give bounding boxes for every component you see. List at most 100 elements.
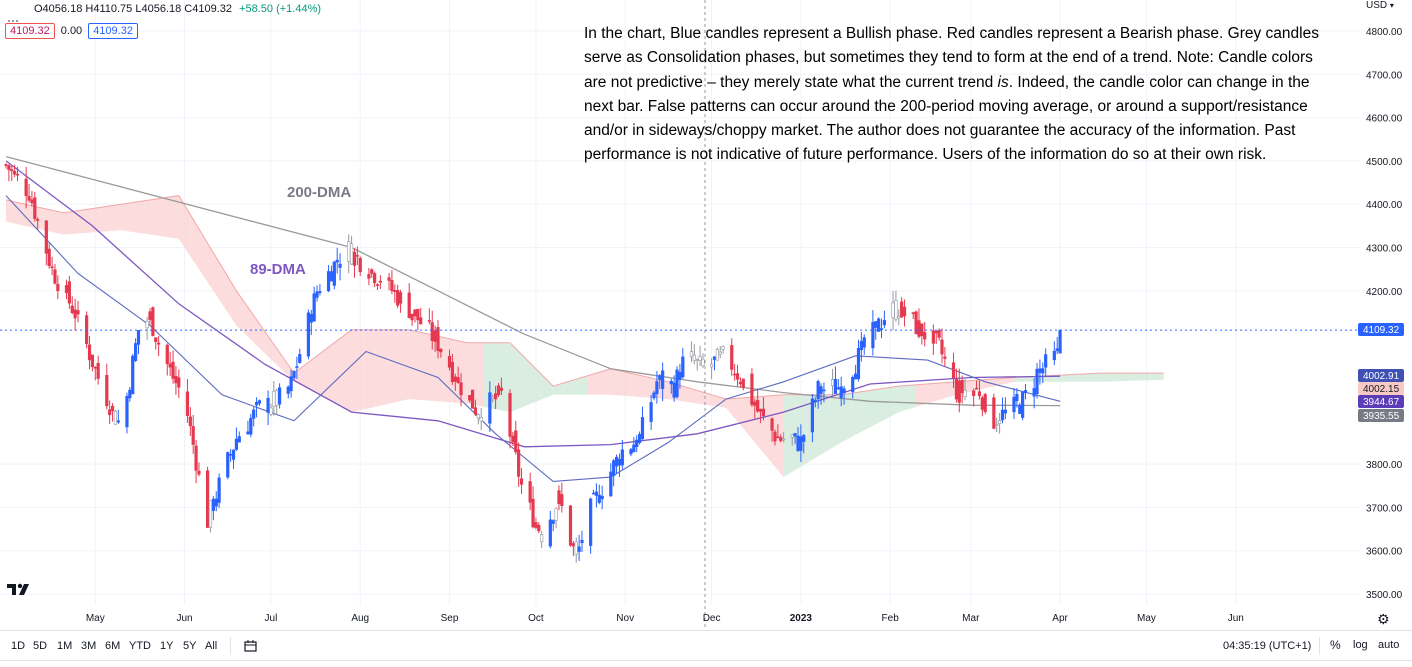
candle-body [730,345,734,370]
price-chart[interactable]: 200-DMA 89-DMA 4800.00 4700.00 4600.00 4500.0… [0,0,1412,630]
range-3m[interactable]: 3M [81,640,97,652]
cloud-top-line [5,195,1164,400]
candle-body [436,327,440,351]
cloud-segment [368,329,375,409]
candle-body [574,541,578,555]
cloud-segment [1140,373,1147,381]
price-label-bg [1358,395,1404,408]
cloud-segment [570,379,577,395]
cloud-segment [818,394,824,457]
indicator-legend: 4109.32 0.00 4109.32 [5,23,138,39]
candle-body [93,366,97,369]
candle-body [185,391,190,416]
menu-icon[interactable] [8,9,22,22]
cloud-segment [184,205,191,257]
candle-body [983,394,987,413]
log-toggle[interactable]: log [1353,639,1368,651]
candle-body [272,390,276,407]
cloud-segment [242,299,248,337]
candle-body [640,417,645,440]
y-tick-label: 4700.00 [1366,70,1403,81]
candle-body [171,361,175,379]
currency-label[interactable]: USD ▾ [1366,0,1394,11]
candle-body [882,320,886,326]
candle-body [822,389,826,392]
candle-body [770,418,774,431]
candle-body [208,500,213,528]
candle-body [108,409,112,416]
x-tick-label: 2023 [790,613,813,624]
cloud-segment [426,333,433,401]
range-5y[interactable]: 5Y [183,640,197,652]
auto-toggle[interactable]: auto [1378,639,1400,651]
candle-body [373,273,377,284]
candle-body [609,471,613,497]
cloud-segment [57,211,64,235]
candle-body [776,436,780,439]
clock-readout[interactable]: 04:35:19 (UTC+1) [1223,640,1312,652]
cloud-segment [731,398,738,422]
candle-body [398,292,403,304]
price-label-bg [1358,382,1404,395]
candle-body [329,271,334,282]
candle-body [188,416,192,427]
range-1m[interactable]: 1M [57,640,73,652]
candle-body [810,398,814,433]
cloud-segment [138,200,145,234]
candle-body [681,356,685,378]
cloud-segment [6,199,12,223]
cloud-segment [414,331,421,400]
candle-body [842,388,846,394]
percent-toggle[interactable]: % [1330,638,1341,652]
range-5d[interactable]: 5D [33,640,48,652]
candle-body [637,434,642,444]
cloud-segment [63,212,70,235]
candle-body [1021,391,1025,418]
price-label-bg [1358,369,1404,382]
cloud-segment [864,390,870,431]
candle-body [295,366,299,368]
candle-body [972,390,976,397]
cloud-segment [829,394,836,450]
range-1d[interactable]: 1D [11,640,26,652]
candle-body [1018,404,1022,414]
candle-body [900,301,904,318]
candle-body [750,373,754,405]
candle-body [802,435,806,442]
cloud-segment [1014,377,1020,382]
candle-body [833,378,838,394]
candle-body [571,543,575,547]
candle-body [1012,396,1016,413]
x-tick-label: Nov [616,613,634,624]
cloud-segment [927,383,934,404]
range-ytd[interactable]: YTD [129,640,151,652]
cloud-segment [605,368,611,395]
cloud-segment [340,334,346,410]
range-6m[interactable]: 6M [105,640,121,652]
calendar-range-icon[interactable] [244,640,258,655]
cloud-segment [397,329,404,402]
high-value: H4110.75 [85,3,133,15]
candle-body [554,508,558,521]
candle-body [620,449,624,466]
candle-body [517,449,521,477]
cloud-segment [726,398,732,415]
candle-body [753,401,757,406]
candle-body [73,309,77,319]
candle-body [540,534,544,543]
cloud-segment [69,211,76,235]
candle-body [511,435,515,443]
settings-gear-icon[interactable]: ⚙ [1377,612,1390,628]
candle-body [289,376,293,392]
range-all[interactable]: All [205,640,218,652]
cloud-segment [645,376,652,398]
cloud-segment [535,368,542,402]
candle-body [934,330,938,334]
cloud-segment [576,377,582,395]
candle-body [1032,388,1036,397]
candle-body [468,395,472,401]
cloud-segment [409,329,415,400]
y-tick-label: 4500.00 [1366,157,1403,168]
range-1y[interactable]: 1Y [160,640,174,652]
candle-body [191,426,195,445]
